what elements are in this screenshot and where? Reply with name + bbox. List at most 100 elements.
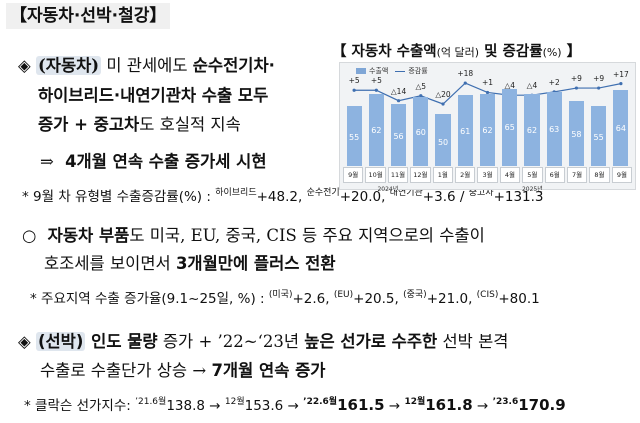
chart-rate-point xyxy=(352,88,356,92)
auto-line-3: 증가 + 중고차도 호실적 지속 xyxy=(38,111,241,135)
ship-line1-bold1: 인도 물량 xyxy=(85,332,158,351)
ship-line2-bold: 7개월 연속 증가 xyxy=(211,361,326,380)
chart-bar xyxy=(568,100,584,166)
parts-note-label-2: (EU) xyxy=(333,290,354,300)
chart-bar xyxy=(479,93,496,166)
chart-x-tick: 6월 xyxy=(544,167,565,183)
ship-note-label-1: ’21.6월 xyxy=(135,397,167,407)
ship-note-arrow-2: → xyxy=(287,398,299,414)
ship-note-value-1: 138.8 xyxy=(166,398,205,414)
parts-note-value-1: +2.6, xyxy=(292,291,330,307)
chart-rate-label: +5 xyxy=(348,76,360,86)
ship-note-label-4: 12월 xyxy=(404,397,426,407)
auto-arrow-text: 4개월 연속 수출 증가세 시현 xyxy=(65,152,267,171)
chart-rate-point xyxy=(485,90,490,95)
parts-line2-bold: 3개월만에 플러스 전환 xyxy=(175,254,336,273)
chart-bar-value: 62 xyxy=(482,126,493,136)
chart-bar xyxy=(613,90,629,166)
auto-line-2: 하이브리드·내연기관차 수출 모두 xyxy=(38,86,269,105)
auto-line3-text: 도 호실적 지속 xyxy=(139,115,241,134)
chart-rate-point xyxy=(619,82,623,86)
parts-note: * 주요지역 수출 증가율(9.1~25일, %) : (미국)+2.6, (E… xyxy=(30,287,540,307)
chart-bar xyxy=(502,88,518,166)
auto-line1-text: 미 관세에도 xyxy=(101,56,193,75)
chart-rate-label: +2 xyxy=(548,77,560,87)
auto-note-prefix: * 9월 차 유형별 수출증감률(%) : xyxy=(22,189,211,205)
chart-title-mid: 및 증감률 xyxy=(479,44,543,60)
chart-title: 【 자동차 수출액(억 달러) 및 증감률(%) 】 xyxy=(332,40,581,61)
chart-bar-value: 62 xyxy=(526,126,538,136)
chart-rate-label: △14 xyxy=(390,86,407,96)
chart-rate-label: +9 xyxy=(570,74,582,84)
chart-title-pct: (%) xyxy=(542,46,562,59)
chart-title-end: 】 xyxy=(561,44,582,60)
chart-bar-value: 56 xyxy=(393,131,404,141)
chart-x-tick: 3월 xyxy=(477,167,498,183)
auto-note-label-1: 하이브리드 xyxy=(215,188,257,198)
ship-note: * 클락슨 선가지수: ’21.6월138.8 → 12월153.6 → ’22… xyxy=(24,394,566,414)
diamond-bullet-icon: ◈ xyxy=(18,332,31,351)
legend-label-bar: 수출액 xyxy=(369,67,389,75)
ship-note-value-2: 153.6 xyxy=(244,398,284,414)
chart-rate-label: +1 xyxy=(481,78,494,88)
chart-bar-value: 55 xyxy=(349,132,360,142)
chart-rate-label: +17 xyxy=(612,69,629,79)
chart-bar xyxy=(346,105,362,166)
chart-rate-label: △4 xyxy=(504,81,515,91)
parts-line2-text: 호조세를 보이면서 xyxy=(44,254,176,273)
parts-bold: 자동차 부품 xyxy=(47,226,130,245)
ship-note-value-4: 161.8 xyxy=(425,396,473,414)
parts-note-label-3: (중국) xyxy=(403,290,427,300)
parts-note-prefix: * 주요지역 수출 증가율(9.1~25일, %) : xyxy=(30,291,265,307)
chart-rate-point xyxy=(574,86,579,90)
auto-note-label-2: 순수전기 xyxy=(306,188,340,198)
auto-note-label-4: 중고차 xyxy=(468,188,494,198)
ship-note-label-2: 12월 xyxy=(224,397,245,407)
ship-note-label-3: ’22.6월 xyxy=(303,397,338,407)
chart-x-tick: 9월 xyxy=(343,167,364,183)
ship-note-arrow-1: → xyxy=(209,398,221,414)
chart-rate-point xyxy=(597,86,601,90)
ship-line-2: 수출로 수출단가 상승 → 7개월 연속 증가 xyxy=(40,357,326,381)
ship-line1-text3: 선박 본격 xyxy=(437,332,509,351)
chart-bar xyxy=(546,92,562,166)
chart-rate-point xyxy=(419,94,423,98)
parts-line-2: 호조세를 보이면서 3개월만에 플러스 전환 xyxy=(44,250,336,274)
chart-rate-label: △4 xyxy=(526,81,538,91)
chart-rate-label: △20 xyxy=(435,90,451,99)
chart-rate-point xyxy=(396,99,401,103)
auto-note-label-3: 내연기관 xyxy=(389,188,423,198)
ship-note-arrow-3: → xyxy=(388,398,401,414)
chart-year-label: 2025년 xyxy=(521,186,543,193)
chart-bar-value: 63 xyxy=(549,125,560,135)
chart-bar-value: 61 xyxy=(460,127,471,137)
chart-bar-value: 58 xyxy=(571,130,582,140)
chart-x-axis: 9월 10월 11월 12월 1월 2월 3월 4월 5월 6월 7월 8월 9월 xyxy=(340,167,635,183)
chart-rate-label: +5 xyxy=(370,76,382,86)
chart-bar-value: 50 xyxy=(437,137,449,147)
ship-note-arrow-4: → xyxy=(477,398,489,414)
legend-bar-swatch xyxy=(356,68,366,74)
diamond-bullet-icon: ◈ xyxy=(18,56,31,75)
ship-note-prefix: * 클락슨 선가지수: xyxy=(24,398,131,414)
chart-rate-point xyxy=(441,102,445,106)
auto-note: * 9월 차 유형별 수출증감률(%) : 하이브리드+48.2, 순수전기+2… xyxy=(22,185,544,205)
legend-label-line: 증감률 xyxy=(408,67,428,75)
ship-note-value-5: 170.9 xyxy=(518,396,566,414)
chart-title-main: 【 자동차 수출액 xyxy=(332,44,437,60)
chart-bar-value: 64 xyxy=(615,124,626,134)
chart-x-tick: 8월 xyxy=(589,167,610,183)
ship-line2-text: 수출로 수출단가 상승 → xyxy=(40,361,212,380)
auto-label: (자동차) xyxy=(35,56,102,75)
auto-note-value-1: +48.2, xyxy=(256,189,303,205)
section-title: 【자동차·선박·철강】 xyxy=(6,3,171,29)
ship-line-1: ◈ (선박) 인도 물량 증가 + ’22~‘23년 높은 선가로 수주한 선박… xyxy=(18,328,508,352)
parts-line-1: ○ 자동차 부품도 미국, EU, 중국, CIS 등 주요 지역으로의 수출이 xyxy=(22,222,485,246)
chart-bar xyxy=(413,97,429,166)
chart-legend: 수출액 증감률 xyxy=(356,66,428,76)
auto-line-1: ◈ (자동차) 미 관세에도 순수전기차· xyxy=(18,52,275,76)
ship-line1-text2: ’22~‘23년 xyxy=(217,332,305,351)
auto-arrow-line: ⇒ 4개월 연속 수출 증가세 시현 xyxy=(40,148,267,172)
auto-note-value-4: +131.3 xyxy=(493,189,544,205)
chart-bar xyxy=(435,114,451,166)
